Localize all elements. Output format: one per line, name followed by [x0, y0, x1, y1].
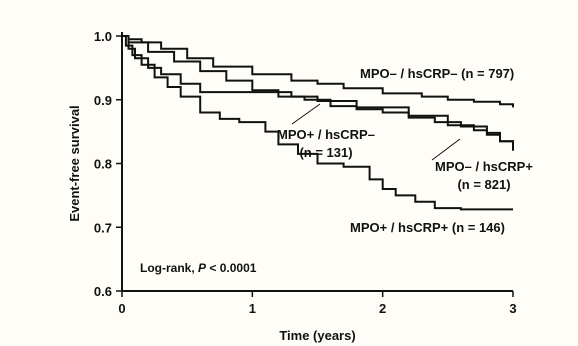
series-label-1: (n = 131)	[299, 145, 352, 160]
y-tick-label: 0.6	[94, 284, 112, 299]
series-label-0: MPO– / hsCRP– (n = 797)	[360, 66, 514, 81]
x-tick-label: 1	[249, 301, 256, 316]
y-tick-label: 0.9	[94, 93, 112, 108]
y-tick-label: 0.7	[94, 220, 112, 235]
survival-curve-0	[122, 35, 514, 108]
survival-curve-2	[122, 35, 514, 151]
y-axis-title: Event-free survival	[67, 105, 82, 221]
leader-line	[291, 103, 321, 125]
series-label-1: MPO+ / hsCRP–	[277, 127, 375, 142]
x-tick-label: 2	[379, 301, 386, 316]
leader-line	[431, 138, 461, 161]
logrank-suffix: < 0.0001	[206, 261, 257, 275]
x-tick-label: 3	[509, 301, 516, 316]
y-tick-label: 1.0	[94, 29, 112, 44]
logrank-p: P	[198, 261, 207, 275]
survival-curve-3	[122, 35, 513, 211]
series-label-2: (n = 821)	[457, 177, 510, 192]
x-axis-title: Time (years)	[279, 328, 355, 343]
series-label-2: MPO– / hsCRP+	[435, 159, 533, 174]
x-tick-label: 0	[118, 301, 125, 316]
logrank-prefix: Log-rank,	[140, 261, 198, 275]
series-label-3: MPO+ / hsCRP+ (n = 146)	[350, 220, 505, 235]
logrank-annotation: Log-rank, P < 0.0001	[140, 261, 257, 275]
y-tick-label: 0.8	[94, 157, 112, 172]
